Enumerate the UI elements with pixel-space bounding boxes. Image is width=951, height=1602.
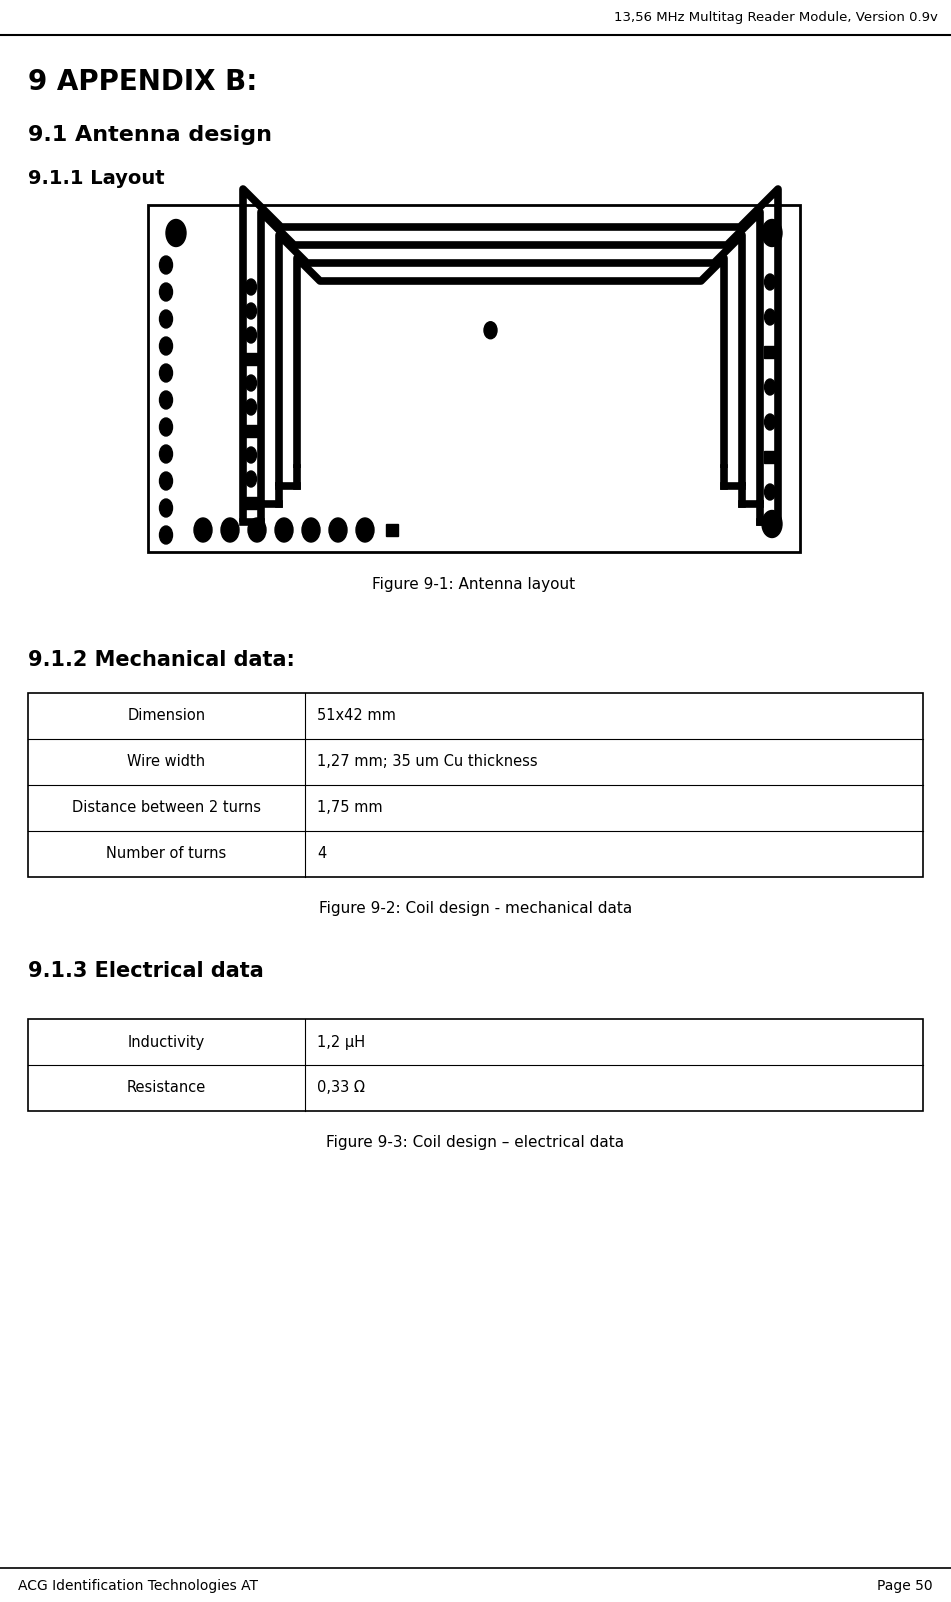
Bar — [148, 205, 800, 553]
Bar — [245, 352, 257, 365]
Text: 51x42 mm: 51x42 mm — [317, 708, 396, 724]
Text: Resistance: Resistance — [126, 1080, 206, 1096]
Text: Figure 9-2: Coil design - mechanical data: Figure 9-2: Coil design - mechanical dat… — [319, 902, 632, 916]
Text: ACG Identification Technologies AT: ACG Identification Technologies AT — [18, 1580, 258, 1592]
Ellipse shape — [160, 284, 172, 301]
Text: Number of turns: Number of turns — [107, 846, 226, 862]
Ellipse shape — [245, 375, 257, 391]
Ellipse shape — [245, 399, 257, 415]
Ellipse shape — [765, 413, 775, 429]
Text: Wire width: Wire width — [127, 755, 205, 769]
Ellipse shape — [160, 473, 172, 490]
Ellipse shape — [329, 517, 347, 541]
Ellipse shape — [245, 303, 257, 319]
Ellipse shape — [302, 517, 320, 541]
Ellipse shape — [245, 471, 257, 487]
Text: 9.1.1 Layout: 9.1.1 Layout — [28, 168, 165, 187]
Bar — [28, 1019, 923, 1112]
Text: 9.1.2 Mechanical data:: 9.1.2 Mechanical data: — [28, 650, 295, 670]
Text: 1,75 mm: 1,75 mm — [317, 801, 382, 815]
Ellipse shape — [765, 380, 775, 396]
Ellipse shape — [765, 274, 775, 290]
Ellipse shape — [194, 517, 212, 541]
Ellipse shape — [160, 364, 172, 381]
Ellipse shape — [765, 309, 775, 325]
Ellipse shape — [160, 256, 172, 274]
Ellipse shape — [166, 219, 186, 247]
Ellipse shape — [762, 219, 782, 247]
Ellipse shape — [160, 418, 172, 436]
Text: Dimension: Dimension — [127, 708, 205, 724]
Text: 1,2 μH: 1,2 μH — [317, 1035, 365, 1049]
Text: Inductivity: Inductivity — [127, 1035, 205, 1049]
Text: 9 APPENDIX B:: 9 APPENDIX B: — [28, 67, 258, 96]
Ellipse shape — [275, 517, 293, 541]
Text: 9.1.3 Electrical data: 9.1.3 Electrical data — [28, 961, 263, 980]
Bar — [764, 452, 776, 463]
Text: 0,33 Ω: 0,33 Ω — [317, 1080, 365, 1096]
Text: 9.1 Antenna design: 9.1 Antenna design — [28, 125, 272, 146]
Text: 1,27 mm; 35 um Cu thickness: 1,27 mm; 35 um Cu thickness — [317, 755, 537, 769]
Text: Distance between 2 turns: Distance between 2 turns — [72, 801, 261, 815]
Ellipse shape — [160, 311, 172, 328]
Text: 4: 4 — [317, 846, 326, 862]
Ellipse shape — [160, 498, 172, 517]
Text: Figure 9-1: Antenna layout: Figure 9-1: Antenna layout — [373, 577, 575, 593]
Ellipse shape — [765, 484, 775, 500]
Ellipse shape — [221, 517, 239, 541]
Ellipse shape — [160, 445, 172, 463]
Ellipse shape — [245, 327, 257, 343]
Ellipse shape — [160, 525, 172, 545]
Ellipse shape — [248, 517, 266, 541]
Ellipse shape — [356, 517, 374, 541]
Text: Page 50: Page 50 — [878, 1580, 933, 1592]
Bar — [386, 524, 398, 537]
Ellipse shape — [245, 447, 257, 463]
Ellipse shape — [245, 279, 257, 295]
Ellipse shape — [762, 511, 782, 538]
Bar — [245, 497, 257, 509]
Ellipse shape — [484, 322, 497, 338]
Text: 13,56 MHz Multitag Reader Module, Version 0.9v: 13,56 MHz Multitag Reader Module, Versio… — [614, 11, 938, 24]
Bar — [245, 425, 257, 437]
Ellipse shape — [160, 391, 172, 409]
Text: Figure 9-3: Coil design – electrical data: Figure 9-3: Coil design – electrical dat… — [326, 1136, 625, 1150]
Bar — [28, 694, 923, 876]
Bar — [764, 346, 776, 357]
Ellipse shape — [160, 336, 172, 356]
